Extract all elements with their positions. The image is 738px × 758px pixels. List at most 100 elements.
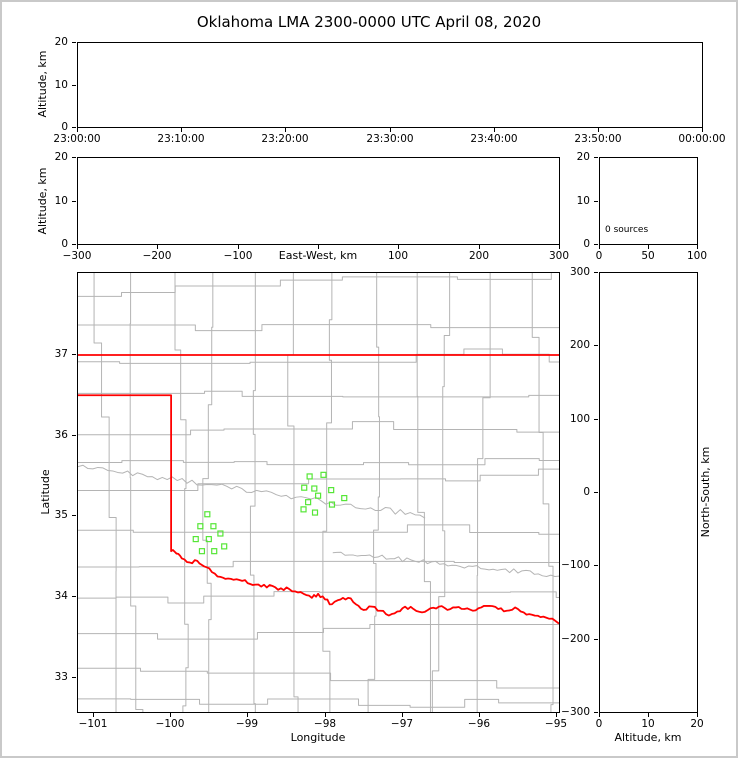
tick-mark — [390, 128, 391, 132]
y-tick-label: 33 — [54, 671, 68, 683]
tick-mark — [77, 128, 78, 132]
tick-mark — [697, 245, 698, 249]
county-line — [367, 273, 380, 712]
x-tick-label: −95 — [544, 718, 568, 730]
tick-mark — [402, 713, 403, 717]
lma-station-marker — [315, 492, 322, 499]
lma-station-marker — [305, 499, 312, 506]
county-line — [78, 667, 559, 689]
tick-mark — [594, 712, 598, 713]
county-line — [174, 273, 189, 712]
lma-station-marker — [210, 523, 217, 530]
x-tick-label: 300 — [548, 250, 570, 262]
x-tick-label: 10 — [641, 718, 655, 730]
tick-mark — [594, 565, 598, 566]
x-tick-label: −300 — [62, 250, 92, 262]
lma-station-marker — [341, 494, 348, 502]
tick-mark — [479, 713, 480, 717]
oklahoma-map-svg — [78, 273, 559, 712]
state-border-red-river-line — [78, 394, 559, 625]
tick-mark — [72, 42, 76, 43]
tick-mark — [170, 713, 171, 717]
county-line — [78, 524, 559, 535]
x-tick-label: −100 — [155, 718, 185, 730]
tick-mark — [599, 713, 600, 717]
tick-mark — [72, 596, 76, 597]
county-line — [78, 698, 559, 708]
tick-mark — [594, 492, 598, 493]
ns-height-xlabel: Altitude, km — [614, 731, 682, 744]
tick-mark — [398, 245, 399, 249]
tick-mark — [479, 245, 480, 249]
county-line — [322, 273, 333, 712]
lma-station-marker — [301, 484, 308, 491]
tick-mark — [72, 201, 76, 202]
tick-mark — [702, 128, 703, 132]
x-tick-label: −99 — [235, 718, 259, 730]
tick-mark — [72, 157, 76, 158]
county-line — [78, 560, 559, 568]
county-line — [78, 348, 559, 364]
x-tick-label: 200 — [468, 250, 490, 262]
tick-mark — [594, 345, 598, 346]
lma-station-marker — [198, 548, 206, 555]
x-tick-label: −98 — [313, 718, 337, 730]
plan-view-map-panel — [77, 272, 560, 713]
x-tick-label: 00:00:00 — [678, 133, 726, 145]
tick-mark — [72, 127, 76, 128]
tick-mark — [77, 245, 78, 249]
map-ylabel: Latitude — [39, 469, 52, 515]
x-tick-label: 23:40:00 — [470, 133, 518, 145]
map-xlabel: Longitude — [290, 731, 346, 744]
x-tick-label: −96 — [467, 718, 491, 730]
county-line — [78, 458, 559, 466]
river-line — [78, 464, 426, 519]
tick-mark — [599, 245, 600, 249]
county-line — [78, 468, 559, 492]
tick-mark — [72, 85, 76, 86]
county-line — [431, 273, 451, 712]
lma-station-marker — [328, 501, 336, 508]
x-tick-label: −101 — [78, 718, 108, 730]
tick-mark — [238, 245, 239, 249]
county-line — [78, 273, 552, 297]
figure-title: Oklahoma LMA 2300-0000 UTC April 08, 202… — [196, 13, 542, 31]
x-tick-label: 23:00:00 — [53, 133, 101, 145]
lma-station-marker — [205, 536, 212, 543]
county-line — [416, 273, 431, 712]
tick-mark — [648, 713, 649, 717]
county-line — [78, 624, 559, 640]
county-line — [78, 324, 559, 332]
tick-mark — [93, 713, 94, 717]
tick-mark — [594, 244, 598, 245]
tick-mark — [494, 128, 495, 132]
ns-height-ylabel-right: North-South, km — [699, 446, 712, 538]
lma-station-marker — [311, 509, 319, 516]
tick-mark — [594, 639, 598, 640]
y-tick-label: 34 — [54, 590, 68, 602]
x-tick-label: 23:20:00 — [261, 133, 309, 145]
lma-station-marker — [306, 473, 313, 480]
x-tick-label: 23:10:00 — [157, 133, 205, 145]
ew-height-ylabel: Altitude, km — [36, 167, 49, 235]
x-tick-label: 50 — [641, 250, 655, 262]
tick-mark — [594, 201, 598, 202]
ew-height-xlabel: East-West, km — [278, 249, 358, 262]
tick-mark — [697, 713, 698, 717]
tick-mark — [72, 244, 76, 245]
tick-mark — [247, 713, 248, 717]
tick-mark — [285, 128, 286, 132]
tick-mark — [181, 128, 182, 132]
tick-mark — [556, 713, 557, 717]
lma-station-marker — [204, 511, 211, 518]
lma-station-marker — [197, 523, 204, 530]
x-tick-label: −200 — [142, 250, 172, 262]
x-tick-label: 100 — [686, 250, 708, 262]
lma-station-marker — [221, 543, 228, 550]
tick-mark — [72, 677, 76, 678]
x-tick-label: 23:50:00 — [574, 133, 622, 145]
tick-mark — [598, 128, 599, 132]
lma-station-marker — [192, 536, 199, 543]
county-line — [476, 273, 491, 712]
